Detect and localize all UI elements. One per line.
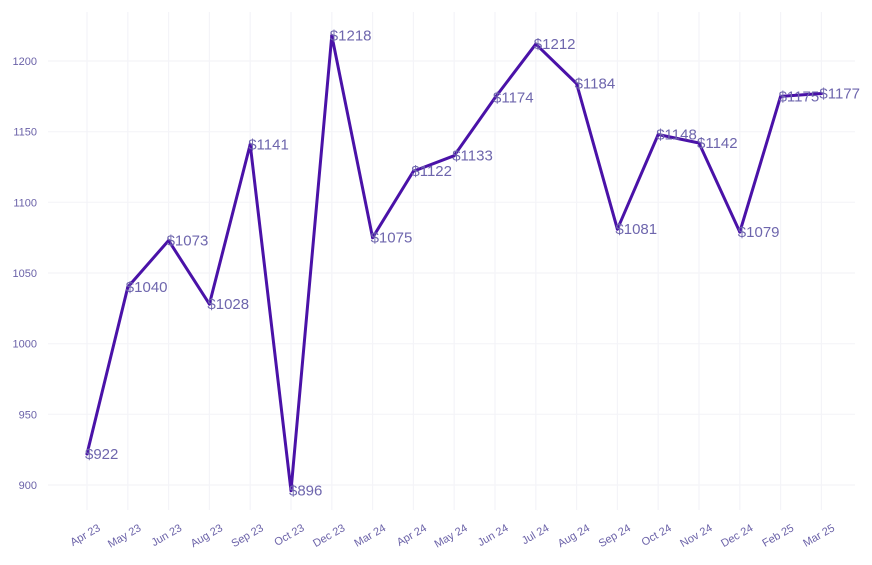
data-label: $1028 xyxy=(207,296,249,313)
data-label: $1212 xyxy=(534,36,576,53)
data-label: $1177 xyxy=(819,86,860,103)
y-tick-label: 900 xyxy=(19,480,37,492)
data-labels: $922 $1040 $1073 $1028 $1141 $896 $1218 $1075 $1… xyxy=(85,28,860,500)
x-tick-label: Jun 24 xyxy=(476,522,511,549)
data-point xyxy=(85,452,89,456)
data-point xyxy=(167,238,171,242)
x-tick-label: Feb 25 xyxy=(760,522,796,550)
data-label: $1133 xyxy=(452,148,493,165)
x-tick-label: Jul 24 xyxy=(520,522,551,547)
x-tick-label: Aug 23 xyxy=(189,522,225,550)
data-label: $1075 xyxy=(371,230,413,247)
data-label: $1079 xyxy=(738,224,780,241)
x-tick-label: Sep 23 xyxy=(229,522,265,550)
y-tick-label: 1100 xyxy=(13,197,37,209)
y-tick-label: 1200 xyxy=(13,56,37,68)
data-label: $1148 xyxy=(656,126,697,143)
x-tick-label: Dec 24 xyxy=(719,522,755,550)
y-tick-label: 950 xyxy=(19,409,37,421)
data-point xyxy=(738,230,742,234)
x-tick-label: Apr 24 xyxy=(395,522,429,549)
data-point xyxy=(779,94,783,98)
data-point xyxy=(371,236,375,240)
data-point xyxy=(697,141,701,145)
x-tick-label: Sep 24 xyxy=(597,522,633,550)
x-tick-label: Aug 24 xyxy=(556,522,592,550)
data-label: $1175 xyxy=(779,88,820,105)
x-tick-label: May 24 xyxy=(432,522,469,550)
x-tick-label: Oct 23 xyxy=(272,522,306,549)
data-point xyxy=(248,142,252,146)
data-point xyxy=(534,42,538,46)
data-label: $1040 xyxy=(126,279,168,296)
data-point xyxy=(493,96,497,100)
data-label: $1184 xyxy=(575,76,616,93)
data-label: $1073 xyxy=(167,232,209,249)
data-point xyxy=(289,489,293,493)
data-label: $922 xyxy=(85,446,118,463)
x-tick-label: Dec 23 xyxy=(311,522,347,550)
data-point xyxy=(615,227,619,231)
data-point xyxy=(330,34,334,38)
series-group xyxy=(85,34,823,493)
x-tick-label: Oct 24 xyxy=(640,522,674,549)
y-axis: 900 950 1000 1050 1100 1150 1200 xyxy=(13,56,37,492)
data-point xyxy=(411,169,415,173)
x-tick-label: Nov 24 xyxy=(678,522,714,550)
grid xyxy=(48,12,855,510)
y-tick-label: 1150 xyxy=(13,127,37,139)
data-point xyxy=(452,154,456,158)
x-axis: Apr 23 May 23 Jun 23 Aug 23 Sep 23 Oct 23 Dec … xyxy=(68,522,836,550)
data-point xyxy=(575,82,579,86)
data-label: $1141 xyxy=(248,136,289,153)
data-point xyxy=(819,92,823,96)
data-label: $1218 xyxy=(330,28,372,45)
y-tick-label: 1050 xyxy=(13,268,37,280)
data-label: $1174 xyxy=(493,90,534,107)
x-tick-label: Jun 23 xyxy=(149,522,184,549)
x-tick-label: Apr 23 xyxy=(68,522,102,549)
x-tick-label: May 23 xyxy=(106,522,143,550)
data-label: $1081 xyxy=(615,221,657,238)
data-point xyxy=(207,302,211,306)
data-point xyxy=(656,132,660,136)
data-label: $1142 xyxy=(697,135,738,152)
x-tick-label: Mar 25 xyxy=(801,522,837,550)
data-label: $1122 xyxy=(411,163,452,180)
data-point xyxy=(126,285,130,289)
y-tick-label: 1000 xyxy=(13,339,37,351)
data-label: $896 xyxy=(289,483,322,500)
x-tick-label: Mar 24 xyxy=(352,522,388,550)
